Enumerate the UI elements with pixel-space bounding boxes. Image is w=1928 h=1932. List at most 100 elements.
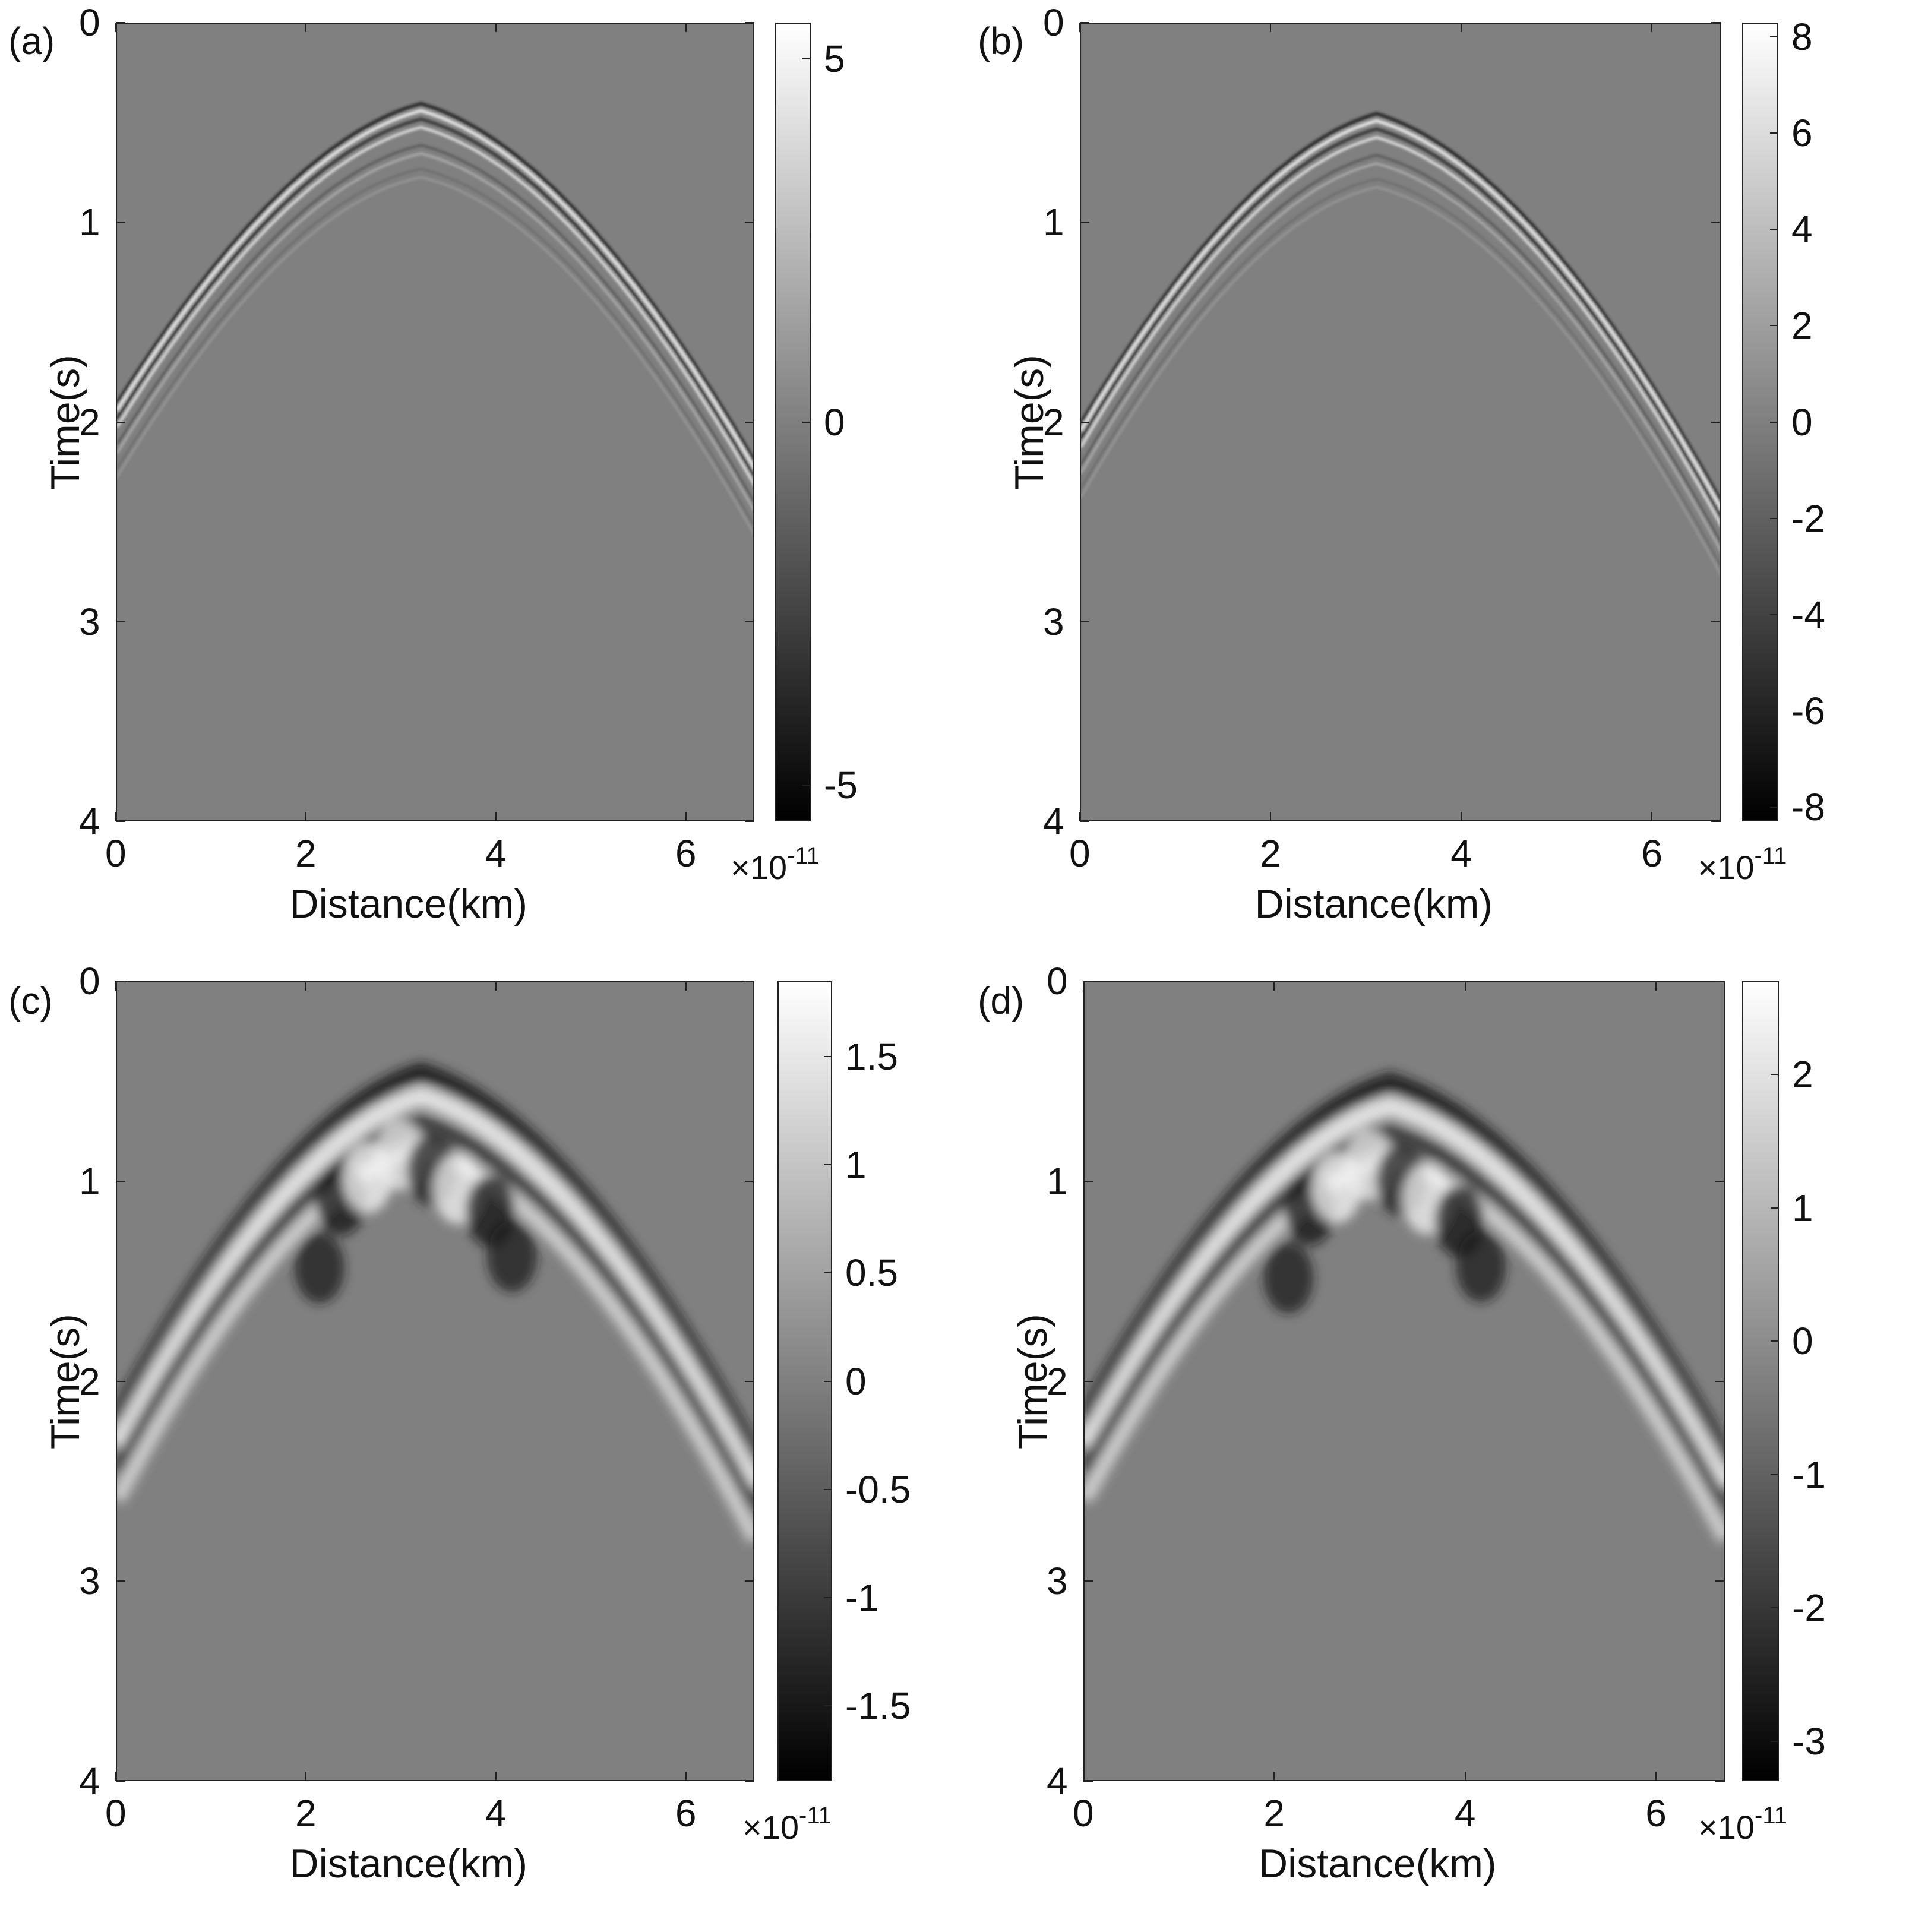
colorbar-exponent-base: ×10 — [1698, 849, 1755, 886]
colorbar-tick-mark — [1771, 1207, 1779, 1209]
colorbar-tick-mark — [1771, 1074, 1779, 1076]
y-tick-mark — [1715, 1180, 1725, 1182]
colorbar-tick-label: 0 — [824, 400, 845, 444]
colorbar — [1742, 981, 1779, 1781]
y-tick-mark — [116, 1781, 125, 1782]
x-tick-label: 0 — [1069, 832, 1091, 875]
y-axis-label: Time(s) — [43, 1313, 88, 1449]
colorbar-tick-label: 4 — [1791, 208, 1813, 251]
amplitude-blob — [294, 1232, 344, 1304]
y-tick-label: 0 — [1047, 960, 1068, 1003]
colorbar-tick-label: -1 — [1792, 1453, 1826, 1496]
colorbar-tick-mark — [1770, 806, 1778, 808]
x-tick-mark — [1461, 23, 1462, 32]
panel-label: (c) — [8, 979, 53, 1022]
x-tick-mark — [685, 981, 687, 991]
reflection-event — [117, 1085, 753, 1491]
colorbar-tick-mark — [802, 58, 811, 60]
y-tick-label: 3 — [1047, 1560, 1068, 1603]
colorbar-exponent: ×10-11 — [1698, 844, 1787, 884]
seismic-gather-image — [1085, 1071, 1724, 1544]
x-tick-label: 4 — [1454, 1792, 1476, 1835]
reflection-event — [117, 152, 753, 511]
reflection-event — [117, 167, 753, 526]
colorbar-tick-mark — [1771, 1473, 1779, 1475]
y-tick-mark — [1711, 621, 1721, 622]
y-tick-mark — [1083, 1781, 1093, 1782]
y-tick-mark — [1080, 22, 1089, 23]
x-tick-mark — [1461, 812, 1462, 821]
x-tick-mark — [1273, 981, 1275, 991]
colorbar-tick-mark — [1770, 421, 1778, 423]
y-tick-mark — [116, 821, 125, 822]
y-tick-mark — [1711, 821, 1721, 822]
reflection-event — [117, 1114, 753, 1517]
x-tick-mark — [1083, 981, 1084, 991]
x-tick-mark — [115, 1772, 116, 1781]
panel-a: (a) 0 2 4 6 0 1 2 3 4 Distance(km) Time(s) 5 0 -5 ×10-… — [0, 0, 964, 966]
x-tick-label: 2 — [295, 1792, 317, 1835]
x-tick-mark — [1464, 981, 1466, 991]
y-tick-mark — [745, 222, 754, 223]
x-tick-mark — [495, 1772, 497, 1781]
plot-area — [116, 23, 754, 821]
colorbar-tick-mark — [1771, 1740, 1779, 1742]
x-tick-mark — [115, 981, 116, 991]
reflection-event — [1081, 162, 1720, 551]
x-tick-mark — [1464, 1772, 1466, 1781]
colorbar-tick-mark — [1770, 710, 1778, 712]
x-tick-mark — [685, 812, 687, 821]
y-tick-label: 2 — [79, 1359, 100, 1403]
plot-area — [116, 981, 754, 1781]
colorbar-exponent-power: -11 — [1755, 1803, 1787, 1829]
colorbar-tick-label: 1 — [845, 1143, 867, 1187]
amplitude-blob — [1456, 1231, 1506, 1302]
x-tick-mark — [685, 23, 687, 32]
y-tick-mark — [745, 1180, 754, 1182]
x-axis-label: Distance(km) — [289, 1841, 528, 1886]
x-tick-label: 6 — [1641, 832, 1662, 875]
colorbar-exponent-power: -11 — [799, 1803, 832, 1829]
x-tick-mark — [1079, 23, 1080, 32]
colorbar-tick-mark — [1770, 517, 1778, 519]
colorbar-exponent-power: -11 — [787, 843, 820, 869]
y-tick-mark — [745, 1781, 754, 1782]
x-tick-mark — [1083, 1772, 1084, 1781]
y-tick-mark — [745, 421, 754, 423]
y-tick-mark — [1080, 621, 1089, 622]
amplitude-blob — [1263, 1242, 1314, 1314]
x-tick-mark — [115, 812, 116, 821]
x-tick-label: 4 — [1450, 832, 1472, 875]
panel-label: (b) — [978, 20, 1025, 62]
y-tick-label: 1 — [1047, 1159, 1068, 1203]
x-tick-label: 2 — [295, 832, 317, 875]
colorbar-tick-label: -8 — [1791, 785, 1825, 829]
y-tick-mark — [745, 821, 754, 822]
reflection-event — [117, 144, 753, 503]
colorbar-tick-label: -6 — [1791, 689, 1825, 732]
colorbar-tick-mark — [824, 1272, 832, 1274]
reflection-event — [1081, 112, 1720, 502]
colorbar-tick-mark — [1770, 614, 1778, 615]
y-tick-mark — [745, 22, 754, 23]
x-tick-mark — [1651, 23, 1653, 32]
x-tick-label: 4 — [485, 832, 507, 875]
colorbar-tick-mark — [1770, 325, 1778, 327]
y-tick-mark — [1080, 222, 1089, 223]
panel-c: (c) 0 2 4 6 0 1 2 3 4 Distance(km) Time(s) 1.5 1 0.5 0… — [0, 960, 964, 1932]
y-tick-mark — [1080, 421, 1089, 423]
y-tick-mark — [745, 1580, 754, 1582]
y-tick-mark — [1083, 981, 1093, 982]
seismic-gather-image — [1081, 112, 1720, 574]
y-tick-label: 1 — [79, 1159, 100, 1203]
colorbar-exponent-base: ×10 — [1698, 1808, 1755, 1846]
x-axis-label: Distance(km) — [1259, 1841, 1497, 1886]
y-tick-label: 2 — [1043, 400, 1064, 444]
colorbar-tick-label: -0.5 — [845, 1468, 911, 1511]
panel-d: (d) 0 2 4 6 0 1 2 3 4 Distance(km) Time(s) 2 1 0 -1 -2-… — [969, 960, 1928, 1932]
y-tick-label: 4 — [1043, 800, 1064, 843]
y-tick-mark — [1715, 1580, 1725, 1582]
y-tick-mark — [745, 981, 754, 982]
y-tick-mark — [116, 621, 125, 622]
y-tick-mark — [116, 1180, 125, 1182]
